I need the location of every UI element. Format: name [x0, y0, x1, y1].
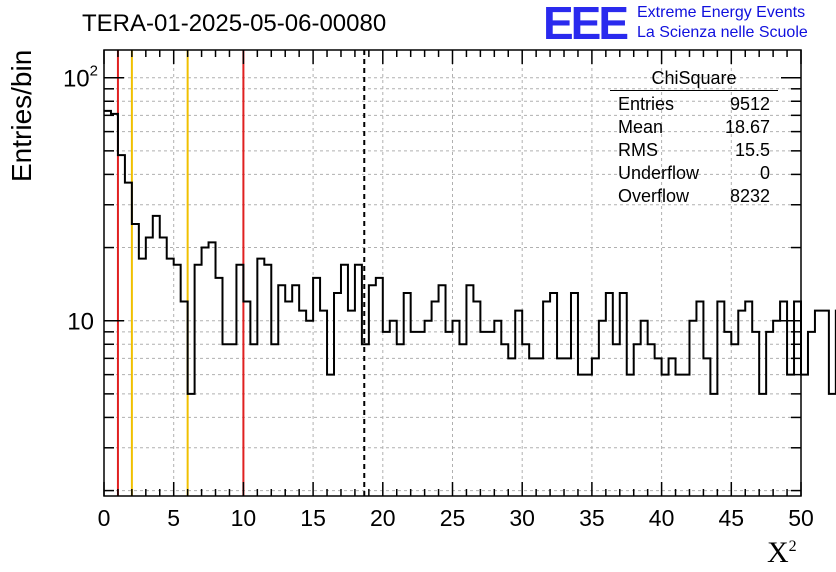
x-axis-label: X2 [767, 536, 797, 569]
y-tick-label: 102 [63, 63, 98, 93]
eee-logo: EEE [543, 0, 629, 49]
x-tick-label: 0 [98, 505, 111, 531]
y-axis-label: Entries/bin [6, 49, 37, 182]
stats-row-entries: Entries 9512 [618, 94, 770, 114]
x-tick-label: 5 [167, 505, 180, 531]
stats-row-mean: Mean 18.67 [618, 117, 770, 137]
x-tick-labels: 0 5 10 15 20 25 30 35 40 45 50 [98, 505, 814, 531]
y-tick-label: 10 [67, 309, 94, 336]
x-tick-label: 50 [788, 505, 814, 531]
x-tick-label: 40 [649, 505, 675, 531]
x-tick-label: 25 [440, 505, 466, 531]
reference-lines [116, 50, 366, 496]
run-title: TERA-01-2025-05-06-00080 [82, 10, 387, 37]
x-tick-label: 20 [370, 505, 396, 531]
histogram-line [104, 109, 836, 395]
x-tick-label: 35 [579, 505, 605, 531]
axis-ticks [103, 50, 802, 496]
stats-row-underflow: Underflow 0 [618, 163, 770, 183]
x-tick-label: 15 [300, 505, 326, 531]
x-tick-label: 10 [231, 505, 257, 531]
stats-row-overflow: Overflow 8232 [618, 186, 770, 206]
org-name-line1: Extreme Energy Events [637, 4, 806, 21]
x-tick-label: 30 [509, 505, 535, 531]
stats-row-rms: RMS 15.5 [618, 140, 770, 160]
x-tick-label: 45 [719, 505, 745, 531]
y-tick-labels: 10 102 [63, 63, 98, 336]
org-name-line2: La Scienza nelle Scuole [637, 24, 808, 41]
stats-box: ChiSquare Entries 9512 Mean 18.67 RMS 15.5 … [610, 68, 778, 208]
stats-title: ChiSquare [610, 68, 778, 91]
